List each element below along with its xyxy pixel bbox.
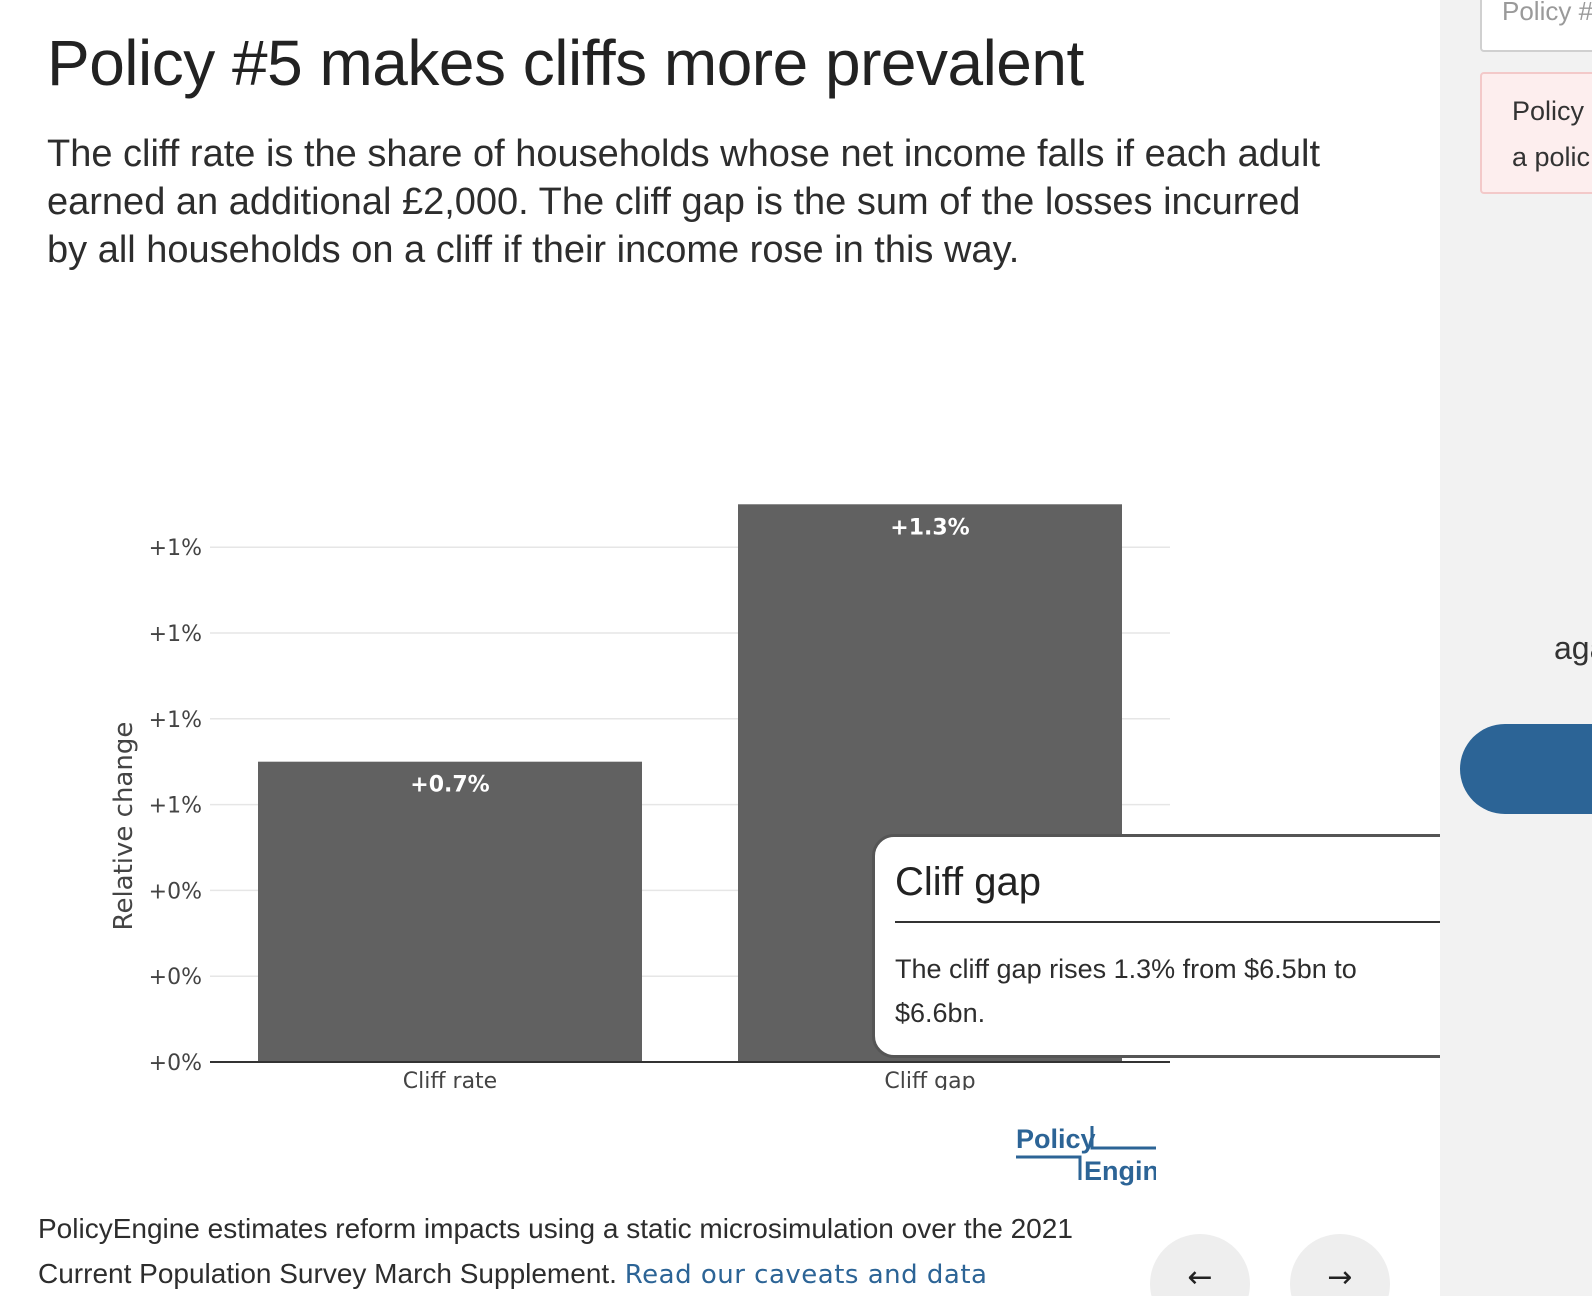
alert-line-2: a polic — [1512, 142, 1591, 172]
policy-search-input[interactable]: Policy # — [1480, 0, 1592, 52]
x-category-label: Cliff gap — [884, 1069, 975, 1090]
tooltip-body: The cliff gap rises 1.3% from $6.5bn to … — [895, 954, 1357, 1028]
arrow-left-icon: ← — [1187, 1260, 1213, 1295]
sidebar-action-button[interactable] — [1460, 724, 1592, 814]
y-tick-label: +0% — [149, 1051, 202, 1076]
logo-text-top: Policy — [1016, 1124, 1096, 1154]
policy-alert: Policy a polic — [1480, 72, 1592, 194]
y-tick-label: +1% — [149, 536, 202, 561]
y-tick-label: +0% — [149, 965, 202, 990]
arrow-right-icon: → — [1327, 1260, 1353, 1295]
previous-button[interactable]: ← — [1150, 1234, 1250, 1296]
y-tick-label: +0% — [149, 879, 202, 904]
caveats-link[interactable]: Read our caveats and data — [624, 1260, 988, 1290]
footer-text: PolicyEngine estimates reform impacts us… — [38, 1213, 1073, 1289]
tooltip-divider — [895, 921, 1447, 923]
page-title: Policy #5 makes cliffs more prevalent — [47, 27, 1084, 99]
main-content: Policy #5 makes cliffs more prevalent Th… — [38, 27, 1468, 1296]
y-axis-title: Relative change — [109, 722, 139, 931]
alert-line-1: Policy — [1512, 96, 1585, 126]
x-category-label: Cliff rate — [403, 1069, 497, 1090]
y-tick-label: +1% — [149, 794, 202, 819]
next-button[interactable]: → — [1290, 1234, 1390, 1296]
y-tick-label: +1% — [149, 622, 202, 647]
bar — [258, 761, 642, 1062]
bar-data-label: +0.7% — [410, 773, 489, 798]
page-subtitle: The cliff rate is the share of household… — [47, 133, 1321, 271]
logo-text-bottom: Engine — [1084, 1156, 1156, 1186]
policyengine-logo[interactable]: Policy Engine — [1016, 1120, 1156, 1186]
y-tick-label: +1% — [149, 708, 202, 733]
chart-tooltip: Cliff gap The cliff gap rises 1.3% from … — [872, 834, 1468, 1058]
bar-data-label: +1.3% — [890, 515, 969, 540]
tooltip-title: Cliff gap — [895, 860, 1042, 904]
sidebar: Policy # Policy a polic aga — [1440, 0, 1592, 1296]
footer-note: PolicyEngine estimates reform impacts us… — [38, 1206, 1138, 1296]
sidebar-text: aga — [1554, 630, 1592, 666]
